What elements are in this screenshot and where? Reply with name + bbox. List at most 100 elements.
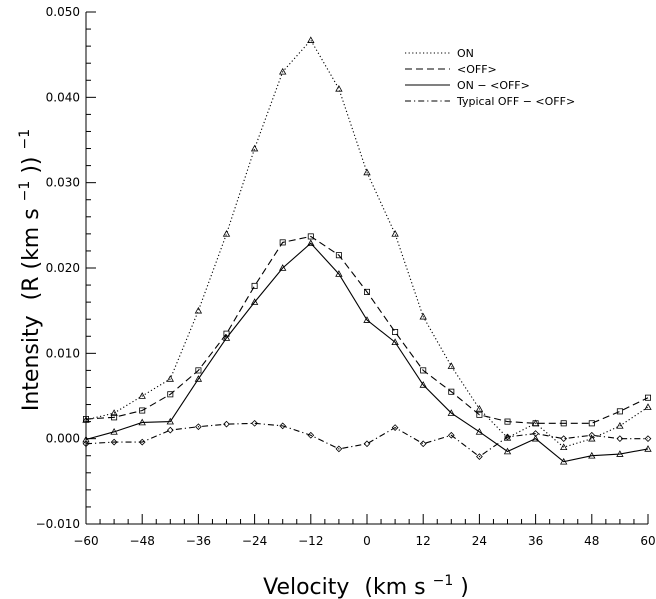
data-point <box>616 408 623 415</box>
data-point <box>250 298 259 305</box>
y-tick-label: 0.020 <box>46 261 80 275</box>
data-point <box>222 230 231 237</box>
data-point <box>138 418 146 426</box>
x-tick-label: 60 <box>640 534 655 548</box>
data-point <box>447 409 455 416</box>
x-tick-label: 0 <box>363 534 371 548</box>
data-point <box>307 36 315 43</box>
series-2 <box>83 233 652 427</box>
data-point <box>560 435 568 443</box>
x-axis-title: Velocity (km s −1 ) <box>263 566 469 599</box>
data-point <box>504 433 511 441</box>
x-tick-label: 12 <box>416 534 431 548</box>
data-point <box>250 144 259 152</box>
data-point <box>363 168 371 176</box>
data-point <box>307 239 315 247</box>
x-axis-title-unit: (km s <box>364 575 425 599</box>
series-3 <box>82 239 652 465</box>
x-tick-label: 24 <box>472 534 487 548</box>
data-point <box>166 375 174 382</box>
data-point <box>195 367 202 374</box>
y-axis-title: Intensity (R (km s −1 )) −1 <box>10 129 44 411</box>
data-point <box>419 440 427 448</box>
data-point <box>532 420 539 427</box>
data-point <box>476 411 483 418</box>
data-point <box>503 447 512 455</box>
data-point <box>110 428 118 435</box>
data-point <box>419 312 427 320</box>
data-point <box>194 375 203 382</box>
series-line <box>85 242 649 463</box>
data-point <box>139 407 146 414</box>
y-axis-title-exp2: −1 <box>17 129 33 150</box>
x-axis-title-close: ) <box>460 575 469 599</box>
x-tick-label: −36 <box>186 534 211 548</box>
data-point <box>588 420 595 427</box>
data-point <box>531 434 540 442</box>
data-point <box>223 420 230 428</box>
data-point <box>111 414 118 421</box>
data-point <box>644 403 652 410</box>
data-point <box>391 424 399 431</box>
y-axis-title-mid: )) <box>19 156 44 173</box>
x-tick-label: −12 <box>298 534 323 548</box>
data-point <box>560 443 568 451</box>
series-layer <box>82 36 652 465</box>
data-point <box>82 440 90 448</box>
y-tick-label: 0.010 <box>46 346 80 360</box>
data-point <box>419 381 427 388</box>
legend-label: ON <box>457 47 474 60</box>
data-point <box>110 409 118 416</box>
data-point <box>251 282 258 289</box>
series-line <box>85 235 649 424</box>
series-line <box>85 39 649 448</box>
x-axis-title-main: Velocity <box>263 575 349 599</box>
data-point <box>82 416 90 423</box>
data-point <box>391 338 399 346</box>
data-point <box>560 420 567 427</box>
data-point <box>138 438 146 446</box>
data-point <box>447 362 455 369</box>
x-tick-label: −48 <box>130 534 155 548</box>
series-line <box>85 422 648 458</box>
data-point <box>279 422 287 430</box>
data-point <box>166 417 174 425</box>
data-point <box>82 435 90 443</box>
data-point <box>475 428 484 435</box>
x-tick-label: −60 <box>73 534 98 548</box>
data-point <box>83 416 90 423</box>
x-axis-title-exp: −1 <box>433 573 454 589</box>
x-tick-label: 48 <box>584 534 599 548</box>
data-point <box>476 453 483 460</box>
data-point <box>307 431 315 439</box>
x-tick-label: 36 <box>528 534 543 548</box>
data-point <box>166 426 174 434</box>
y-tick-label: 0.030 <box>46 176 80 190</box>
y-axis-title-exp1: −1 <box>17 181 33 202</box>
data-point <box>307 233 314 240</box>
series-4 <box>82 419 652 460</box>
legend: ON <OFF> ON − <OFF> Typical OFF − <OFF> <box>405 47 575 108</box>
data-point <box>335 84 343 92</box>
y-axis-title-unit: (R (km s <box>19 208 44 300</box>
y-tick-label: −0.010 <box>36 517 80 531</box>
data-point <box>195 423 202 431</box>
data-point <box>251 419 258 427</box>
data-point <box>644 445 652 452</box>
y-tick-label: 0.000 <box>46 432 80 446</box>
data-point <box>335 252 342 259</box>
data-point <box>138 392 146 399</box>
x-tick-label: −24 <box>242 534 267 548</box>
data-point <box>392 328 399 335</box>
data-point <box>223 330 230 337</box>
data-point <box>447 431 455 439</box>
data-point <box>167 391 174 398</box>
data-point <box>588 434 596 442</box>
data-point <box>222 334 231 341</box>
data-point <box>279 264 287 271</box>
legend-label: <OFF> <box>457 63 497 76</box>
data-point <box>363 288 370 295</box>
y-tick-label: 0.050 <box>46 5 80 19</box>
data-point <box>616 435 624 443</box>
